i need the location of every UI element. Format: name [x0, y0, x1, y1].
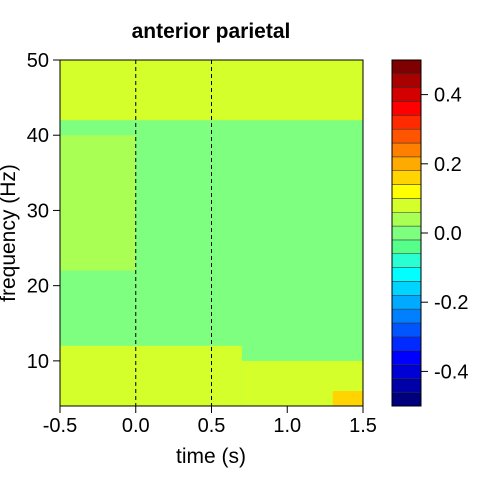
colorbar-swatch	[391, 308, 422, 324]
colorbar-swatch	[391, 364, 422, 379]
colorbar	[391, 59, 422, 407]
y-axis-label: frequency (Hz)	[0, 164, 20, 302]
colorbar-swatch	[391, 156, 422, 171]
colorbar-axis: -0.4 -0.2 0.0 0.2 0.4	[421, 85, 468, 383]
colorbar-swatch	[391, 142, 422, 158]
x-tick-label: 1.0	[273, 415, 301, 437]
colorbar-swatch	[391, 128, 422, 144]
y-axis: 10 20 30 40 50	[27, 50, 61, 406]
x-tick-label: 1.5	[349, 415, 377, 437]
colorbar-swatch	[391, 59, 422, 75]
heatmap-region	[60, 345, 242, 406]
colorbar-swatch	[391, 101, 422, 116]
colorbar-swatch	[391, 281, 422, 296]
colorbar-swatch	[391, 267, 422, 282]
colorbar-swatch	[391, 170, 422, 185]
colorbar-swatch	[391, 87, 422, 102]
colorbar-tick-label: -0.4	[434, 361, 468, 383]
colorbar-swatch	[391, 378, 422, 393]
colorbar-tick-label: 0.0	[434, 223, 462, 245]
colorbar-tick-label: -0.2	[434, 292, 468, 314]
colorbar-tick-label: 0.4	[434, 85, 462, 107]
colorbar-swatch	[391, 322, 422, 338]
chart-title: anterior parietal	[132, 20, 291, 43]
x-axis-label: time (s)	[176, 445, 246, 468]
colorbar-swatch	[391, 295, 422, 310]
heatmap-region	[60, 135, 136, 271]
x-tick-label: 0.5	[198, 415, 226, 437]
x-axis: -0.5 0.0 0.5 1.0 1.5	[43, 405, 377, 437]
colorbar-swatch	[391, 73, 422, 88]
colorbar-swatch	[391, 336, 422, 351]
x-tick-label: 0.0	[122, 415, 150, 437]
colorbar-swatch	[391, 239, 422, 255]
x-tick-label: -0.5	[43, 415, 77, 437]
colorbar-swatch	[391, 211, 422, 227]
colorbar-swatch	[391, 225, 422, 241]
y-tick-label: 40	[27, 125, 49, 147]
colorbar-swatch	[391, 391, 422, 407]
y-tick-label: 20	[27, 276, 49, 298]
colorbar-swatch	[391, 350, 422, 365]
colorbar-swatch	[391, 184, 422, 199]
colorbar-tick-label: 0.2	[434, 154, 462, 176]
colorbar-swatch	[391, 253, 422, 268]
y-tick-label: 30	[27, 200, 49, 222]
y-tick-label: 50	[27, 50, 49, 72]
event-markers	[135, 60, 212, 406]
colorbar-swatch	[391, 115, 422, 130]
heatmap-region	[332, 390, 363, 406]
colorbar-swatch	[391, 198, 422, 213]
y-tick-label: 10	[27, 351, 49, 373]
